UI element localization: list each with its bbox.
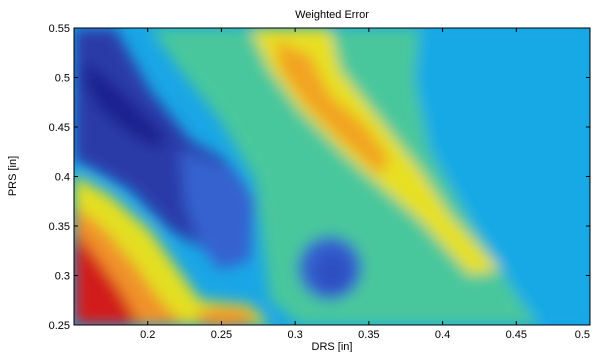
region-blue-basin-core — [314, 252, 350, 292]
x-tick-label: 0.5 — [575, 329, 590, 341]
region-red-corner — [74, 230, 140, 325]
x-tick-label: 0.2 — [140, 329, 155, 341]
y-tick-label: 0.3 — [55, 271, 70, 283]
x-tick-label: 0.4 — [435, 329, 450, 341]
region-darkest-blue — [85, 60, 165, 150]
x-axis-label: DRS [in] — [312, 341, 353, 352]
y-tick-label: 0.45 — [49, 122, 70, 134]
region-mid-blue — [180, 150, 255, 270]
y-tick-label: 0.5 — [55, 73, 70, 85]
x-tick-label: 0.3 — [287, 329, 302, 341]
y-tick-label: 0.4 — [55, 172, 70, 184]
chart-title: Weighted Error — [295, 9, 369, 21]
y-axis-ticks: 0.25 0.3 0.35 0.4 0.45 0.5 0.55 — [49, 23, 590, 332]
x-tick-label: 0.35 — [358, 329, 379, 341]
region-green-band — [150, 28, 540, 325]
region-orange-spot — [195, 308, 255, 325]
y-axis-label: PRS [in] — [7, 156, 19, 196]
y-tick-label: 0.25 — [49, 320, 70, 332]
heatmap-field — [74, 28, 590, 325]
y-tick-label: 0.55 — [49, 23, 70, 35]
region-orange-core — [275, 40, 390, 175]
y-tick-label: 0.35 — [49, 221, 70, 233]
x-axis-ticks: 0.2 0.25 0.3 0.35 0.4 0.45 0.5 — [140, 28, 591, 341]
x-tick-label: 0.45 — [506, 329, 527, 341]
x-tick-label: 0.25 — [211, 329, 232, 341]
